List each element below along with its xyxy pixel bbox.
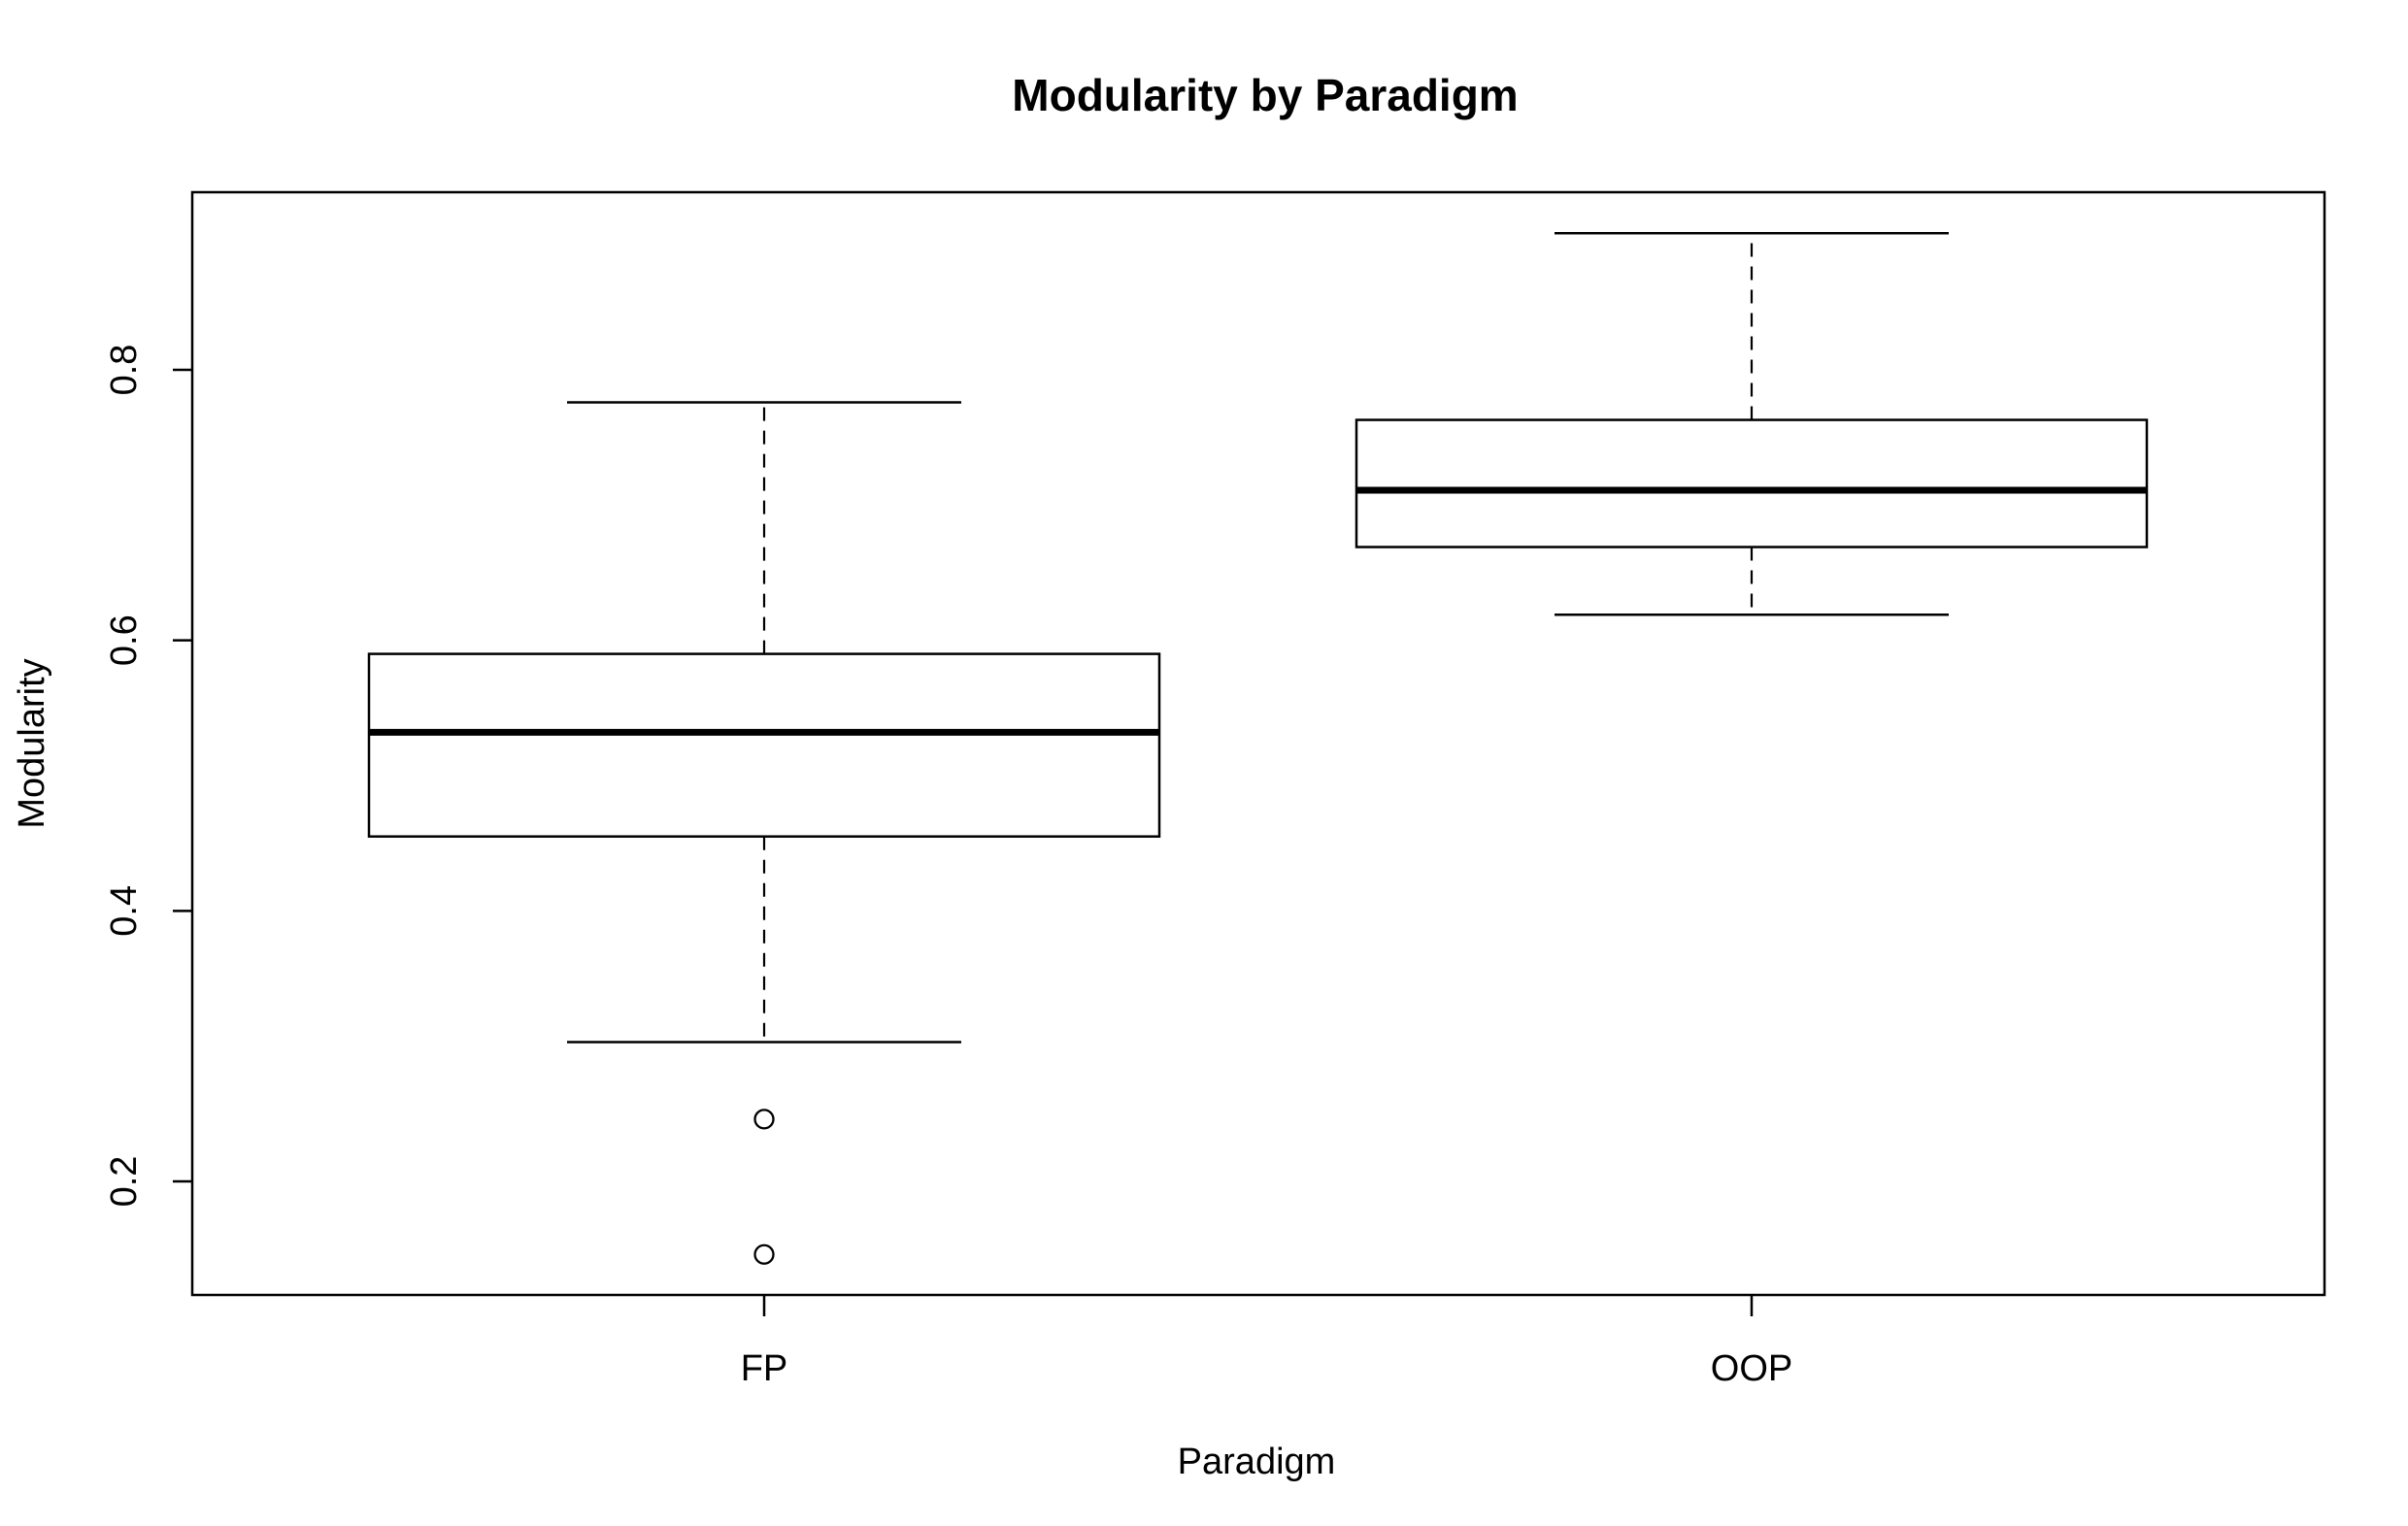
outlier-point: [753, 1109, 775, 1130]
box-oop: [1354, 232, 2149, 616]
y-tick-label: 0.6: [104, 614, 145, 666]
x-tick-label: OOP: [1711, 1348, 1792, 1389]
y-axis-label: Modularity: [12, 658, 52, 828]
box-fp: [367, 401, 1161, 1265]
y-axis: 0.2 0.4 0.6 0.8: [104, 345, 192, 1208]
y-tick-label: 0.8: [104, 345, 145, 396]
boxes: [367, 232, 2149, 1265]
x-tick-label: FP: [741, 1348, 788, 1389]
y-tick-label: 0.4: [104, 885, 145, 937]
chart-title: Modularity by Paradigm: [1012, 70, 1518, 120]
x-axis-label: Paradigm: [1178, 1442, 1336, 1482]
y-tick-label: 0.2: [104, 1156, 145, 1208]
x-axis: FP OOP: [741, 1295, 1792, 1389]
iqr-box: [367, 652, 1161, 838]
outlier-point: [753, 1244, 775, 1265]
iqr-box: [1354, 418, 2149, 548]
plot-frame: [190, 190, 2326, 1297]
